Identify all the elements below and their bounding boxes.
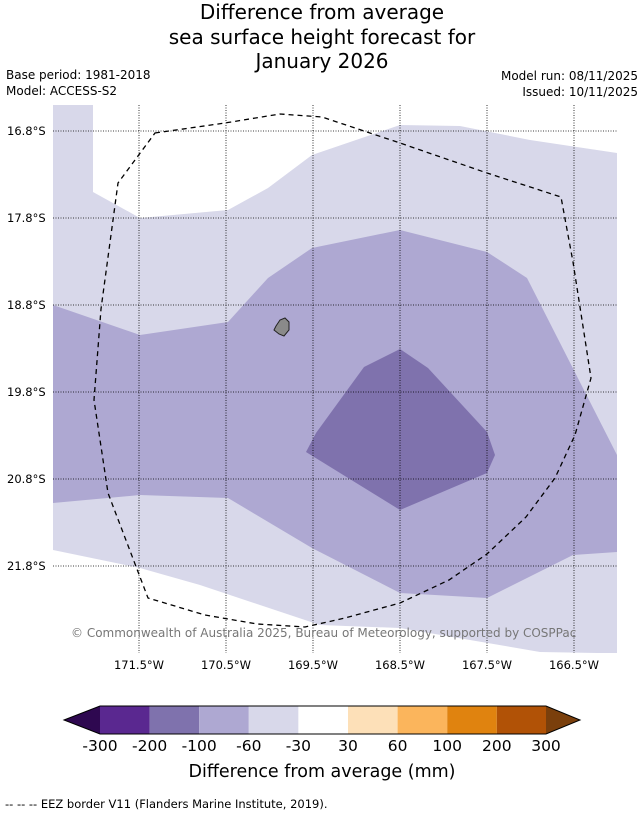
colorbar-swatch-5 — [298, 706, 348, 734]
title-line-1: Difference from average — [199, 0, 445, 24]
colorbar-max-extend — [546, 706, 580, 734]
lon-label-4: 168.5°W — [374, 658, 426, 672]
lat-label-5: 20.8°S — [7, 472, 46, 486]
colorbar-tick-4: -60 — [236, 737, 262, 755]
gridlines — [53, 105, 617, 653]
model-run: Model run: 08/11/2025 — [500, 69, 638, 83]
contour-band-minus100 — [306, 349, 495, 510]
issued-date: Issued: 10/11/2025 — [522, 85, 638, 99]
island-shape — [273, 317, 290, 337]
colorbar-tick-10: 300 — [531, 737, 561, 755]
copyright-notice: © Commonwealth of Australia 2025, Bureau… — [71, 626, 577, 640]
colorbar-tick-6: 30 — [338, 737, 358, 755]
lon-label-2: 170.5°W — [200, 658, 252, 672]
colorbar-swatch-2 — [149, 706, 200, 734]
lon-label-1: 171.5°W — [113, 658, 165, 672]
lat-label-4: 19.8°S — [7, 385, 46, 399]
lat-label-6: 21.8°S — [7, 559, 46, 573]
colorbar-tick-8: 100 — [432, 737, 462, 755]
map-title: Difference from average sea surface heig… — [0, 0, 644, 74]
colorbar-swatch-6 — [348, 706, 398, 734]
title-line-3: January 2026 — [255, 49, 389, 73]
lat-label-2: 17.8°S — [7, 211, 46, 225]
model-info: Base period: 1981-2018 Model: ACCESS-S2 — [6, 67, 151, 99]
model-name: Model: ACCESS-S2 — [6, 84, 118, 98]
lat-label-1: 16.8°S — [7, 124, 46, 138]
colorbar-tick-5: -30 — [285, 737, 312, 755]
colorbar-swatch-1 — [100, 706, 150, 734]
lat-label-3: 18.8°S — [7, 298, 46, 312]
eez-legend: -- -- -- EEZ border V11 (Flanders Marine… — [5, 797, 328, 811]
colorbar-label: Difference from average (mm) — [188, 762, 456, 782]
colorbar-tick-2: -200 — [132, 737, 168, 755]
run-info: Model run: 08/11/2025 Issued: 10/11/2025 — [501, 68, 638, 100]
colorbar-swatch-4 — [248, 706, 299, 734]
colorbar-swatch-8 — [447, 706, 497, 734]
colorbar-tick-3: -100 — [181, 737, 217, 755]
lon-label-3: 169.5°W — [287, 658, 339, 672]
colorbar-outline — [62, 705, 582, 735]
colorbar-min-extend — [64, 706, 100, 734]
base-period: Base period: 1981-2018 — [6, 68, 151, 82]
colorbar-tick-9: 200 — [482, 737, 512, 755]
colorbar-tick-1: -300 — [82, 737, 118, 755]
title-line-2: sea surface height forecast for — [168, 24, 476, 49]
lon-label-6: 166.5°W — [548, 658, 600, 672]
colorbar-swatch-9 — [496, 706, 546, 734]
lon-label-5: 167.5°W — [461, 658, 513, 672]
colorbar-swatch-3 — [199, 706, 249, 734]
colorbar-swatch-7 — [397, 706, 448, 734]
colorbar-tick-7: 60 — [387, 737, 408, 755]
eez-border — [93, 113, 592, 628]
